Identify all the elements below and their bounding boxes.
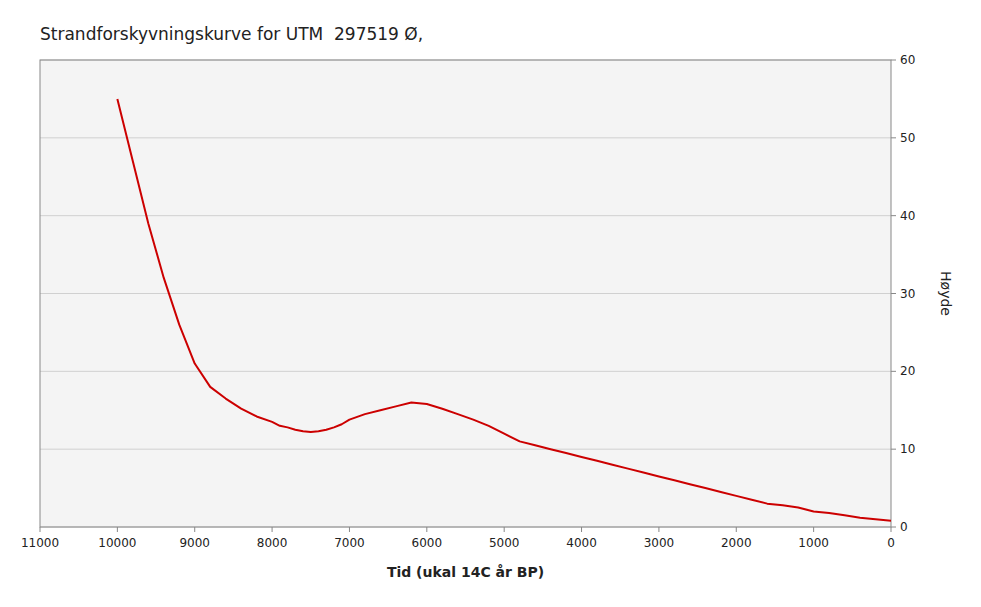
x-tick-label: 6000 — [412, 536, 443, 550]
y-tick-label: 40 — [900, 209, 915, 223]
y-tick — [891, 215, 896, 216]
y-tick — [891, 60, 896, 61]
y-tick — [891, 137, 896, 138]
grid-line — [40, 371, 891, 372]
y-tick — [891, 371, 896, 372]
x-tick-label: 8000 — [257, 536, 288, 550]
grid-line — [40, 215, 891, 216]
grid-line — [40, 449, 891, 450]
x-tick — [813, 527, 814, 532]
series — [117, 99, 891, 521]
plot-area — [40, 60, 891, 527]
y-tick — [891, 527, 896, 528]
x-axis-label: Tid (ukal 14C år BP) — [387, 564, 544, 580]
x-tick — [891, 527, 892, 532]
grid-line — [40, 137, 891, 138]
x-tick — [117, 527, 118, 532]
x-tick — [426, 527, 427, 532]
y-tick — [891, 293, 896, 294]
x-tick-label: 3000 — [644, 536, 675, 550]
x-axis: 1100010000900080007000600050004000300020… — [21, 527, 895, 550]
x-tick-label: 7000 — [334, 536, 365, 550]
grid-line — [40, 293, 891, 294]
y-tick-label: 10 — [900, 442, 915, 456]
y-tick-label: 30 — [900, 287, 915, 301]
x-tick-label: 5000 — [489, 536, 520, 550]
x-tick — [349, 527, 350, 532]
y-tick — [891, 449, 896, 450]
y-tick-label: 20 — [900, 364, 915, 378]
x-tick — [194, 527, 195, 532]
chart: 1100010000900080007000600050004000300020… — [0, 0, 981, 607]
y-axis-label: Høyde — [938, 271, 954, 316]
x-tick-label: 10000 — [98, 536, 136, 550]
y-tick-label: 50 — [900, 131, 915, 145]
x-tick-label: 1000 — [798, 536, 829, 550]
x-tick — [736, 527, 737, 532]
x-tick-label: 4000 — [566, 536, 597, 550]
plot-frame — [40, 60, 891, 527]
y-tick-label: 60 — [900, 53, 915, 67]
x-tick — [658, 527, 659, 532]
x-tick — [272, 527, 273, 532]
grid — [40, 60, 891, 527]
x-tick — [504, 527, 505, 532]
y-axis: 0 10 20 30 40 50 60 — [891, 53, 915, 534]
title: Strandforskyvningskurve for UTM 297519 Ø… — [40, 24, 423, 44]
x-tick — [40, 527, 41, 532]
x-tick-label: 0 — [887, 536, 895, 550]
x-tick-label: 2000 — [721, 536, 752, 550]
x-tick-label: 11000 — [21, 536, 59, 550]
curve — [117, 99, 891, 521]
y-tick-label: 0 — [900, 520, 908, 534]
x-tick — [581, 527, 582, 532]
x-tick-label: 9000 — [179, 536, 210, 550]
